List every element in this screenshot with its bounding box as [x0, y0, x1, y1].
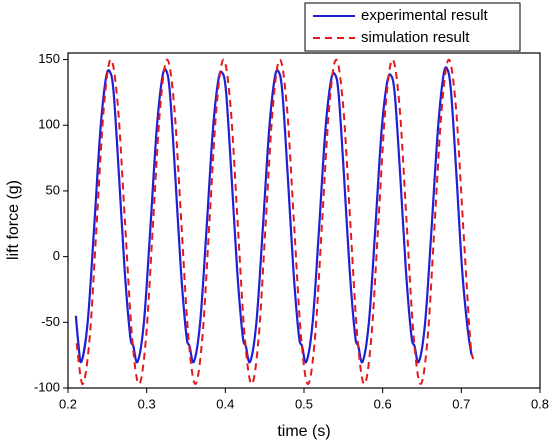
y-tick-label: -100 [34, 379, 60, 394]
x-tick-label: 0.4 [216, 396, 234, 411]
y-tick-label: 100 [38, 117, 60, 132]
series-line [75, 58, 475, 386]
x-tick-label: 0.5 [295, 396, 313, 411]
legend-box [304, 2, 521, 52]
y-tick-label: 0 [53, 248, 60, 263]
y-axis-title: lift force (g) [5, 180, 22, 260]
series-line [74, 66, 473, 364]
x-tick-label: 0.2 [59, 396, 77, 411]
y-tick-label: 50 [46, 182, 60, 197]
legend-label: simulation result [361, 29, 470, 46]
y-tick-label: -50 [41, 314, 60, 329]
x-tick-label: 0.6 [374, 396, 392, 411]
x-tick-label: 0.8 [531, 396, 549, 411]
y-tick-label: 150 [38, 51, 60, 66]
legend-label: experimental result [361, 7, 489, 24]
x-axis-title: time (s) [277, 423, 330, 440]
x-tick-label: 0.7 [452, 396, 470, 411]
x-tick-label: 0.3 [138, 396, 156, 411]
